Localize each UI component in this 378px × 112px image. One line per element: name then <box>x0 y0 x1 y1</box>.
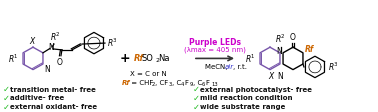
Text: 3: 3 <box>169 82 172 87</box>
Text: 9: 9 <box>190 82 194 87</box>
Text: SO: SO <box>142 54 154 63</box>
Text: , C: , C <box>193 80 202 86</box>
Text: $R^3$: $R^3$ <box>107 37 118 49</box>
Text: N: N <box>277 72 283 81</box>
Text: external oxidant- free: external oxidant- free <box>10 104 97 110</box>
Text: ✓: ✓ <box>193 103 200 112</box>
Text: $R^1$: $R^1$ <box>8 52 19 65</box>
Text: 2: 2 <box>152 82 155 87</box>
Text: $R^3$: $R^3$ <box>328 61 339 73</box>
Text: external photocatalyst- free: external photocatalyst- free <box>200 87 312 93</box>
Text: transition metal- free: transition metal- free <box>10 87 96 93</box>
Text: Rf: Rf <box>305 45 314 54</box>
Text: = CHF: = CHF <box>129 80 153 86</box>
Text: $R^1$: $R^1$ <box>245 52 256 65</box>
Text: O: O <box>57 58 63 67</box>
Text: , C: , C <box>172 80 181 86</box>
Text: Rf: Rf <box>122 80 130 86</box>
Text: ✓: ✓ <box>193 85 200 94</box>
Text: F: F <box>205 80 209 86</box>
Text: 2: 2 <box>155 58 159 63</box>
Text: 6: 6 <box>202 82 205 87</box>
Text: wide substrate range: wide substrate range <box>200 104 285 110</box>
FancyArrowPatch shape <box>196 56 232 61</box>
Text: 13: 13 <box>211 82 218 87</box>
Text: additive- free: additive- free <box>10 95 64 101</box>
Text: ✓: ✓ <box>3 85 10 94</box>
Text: +: + <box>120 52 130 65</box>
Text: mild reaction condition: mild reaction condition <box>200 95 293 101</box>
Text: F: F <box>184 80 188 86</box>
Text: N: N <box>276 47 282 56</box>
Text: ✓: ✓ <box>193 94 200 103</box>
Text: N: N <box>48 43 54 52</box>
Text: X = C or N: X = C or N <box>130 71 166 77</box>
Text: $R^2$: $R^2$ <box>274 33 285 45</box>
Text: X: X <box>29 37 35 46</box>
Text: Rf: Rf <box>134 54 144 63</box>
Text: O: O <box>290 33 296 42</box>
Text: ✓: ✓ <box>3 94 10 103</box>
Text: 4: 4 <box>181 82 184 87</box>
Text: Purple LEDs: Purple LEDs <box>189 38 241 47</box>
Text: , CF: , CF <box>155 80 168 86</box>
Text: X: X <box>268 72 274 81</box>
Text: MeCN,: MeCN, <box>205 64 230 70</box>
Text: Na: Na <box>158 54 169 63</box>
Text: air: air <box>225 64 234 70</box>
Text: ✓: ✓ <box>3 103 10 112</box>
Text: , r.t.: , r.t. <box>233 64 247 70</box>
Text: N: N <box>44 65 50 74</box>
Text: (λmax = 405 nm): (λmax = 405 nm) <box>184 46 246 53</box>
Text: $R^2$: $R^2$ <box>50 31 60 43</box>
